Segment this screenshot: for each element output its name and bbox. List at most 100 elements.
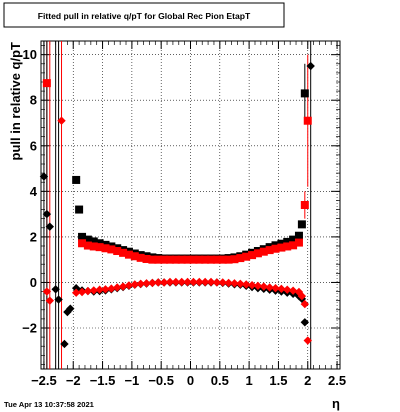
data-point-square: [259, 247, 268, 256]
data-point-square: [294, 238, 303, 247]
x-tick-label: −2.5: [31, 373, 57, 388]
data-point-diamond: [241, 280, 251, 289]
data-point-diamond: [89, 286, 98, 295]
data-point-diamond: [148, 278, 157, 288]
chart-title: Fitted pull in relative q/pT for Global …: [38, 11, 251, 21]
y-tick-label: 6: [30, 138, 37, 153]
data-point-square: [242, 252, 251, 261]
data-point-diamond: [101, 285, 110, 294]
data-point-square: [277, 243, 286, 252]
chart-title-box: Fitted pull in relative q/pT for Global …: [3, 2, 285, 28]
y-tick-labels: −2 0 2 4 6 8 10: [22, 47, 38, 335]
data-point-diamond: [39, 172, 49, 181]
data-point-square: [165, 255, 174, 264]
data-point-diamond: [71, 283, 81, 293]
data-point-square: [283, 242, 292, 251]
data-point-diamond: [300, 318, 310, 327]
data-point-diamond: [71, 288, 81, 297]
x-axis-label: η: [332, 396, 340, 411]
data-point-diamond: [54, 295, 63, 304]
data-point-square: [72, 175, 81, 184]
data-point-diamond: [195, 277, 204, 287]
x-tick-label: −1.5: [90, 373, 116, 388]
data-point-diamond: [253, 281, 263, 291]
data-point-diamond: [218, 278, 227, 287]
data-point-diamond: [66, 304, 75, 313]
data-point-diamond: [124, 281, 134, 290]
data-point-square: [253, 249, 262, 258]
data-point-square: [300, 89, 309, 98]
data-point-diamond: [165, 277, 175, 287]
data-point-diamond: [95, 285, 104, 294]
data-point-square: [189, 255, 198, 264]
data-point-square: [78, 239, 87, 248]
data-point-square: [83, 241, 92, 250]
data-point-diamond: [113, 283, 122, 292]
data-point-square: [300, 201, 309, 209]
data-point-square: [154, 255, 163, 264]
data-point-diamond: [247, 280, 257, 290]
y-tick-label: 4: [30, 184, 38, 199]
x-tick-label: 0: [187, 373, 194, 388]
data-point-square: [177, 255, 186, 264]
data-point-square: [218, 255, 227, 264]
data-point-diamond: [51, 285, 60, 294]
data-point-square: [294, 231, 303, 240]
data-point-diamond: [142, 279, 151, 288]
data-point-square: [89, 242, 98, 251]
data-point-square: [283, 237, 292, 246]
data-point-square: [160, 255, 169, 264]
data-point-square: [207, 255, 216, 264]
data-point-square: [136, 253, 145, 262]
data-point-square: [75, 205, 84, 214]
marker-layer: [39, 61, 315, 349]
data-point-diamond: [288, 286, 298, 295]
data-point-square: [101, 244, 110, 253]
data-point-diamond: [42, 209, 52, 219]
y-tick-label: 8: [30, 93, 37, 108]
data-point-square: [171, 255, 180, 264]
data-point-diamond: [306, 61, 315, 71]
data-point-diamond: [77, 287, 87, 297]
x-tick-labels: −2.5 −2 −1.5 −1 −0.5 0 0.5 1 1.5 2 2.5: [31, 373, 346, 388]
data-point-square: [142, 254, 151, 263]
data-point-square: [230, 255, 239, 264]
timestamp: Tue Apr 13 10:37:58 2021: [4, 400, 95, 409]
data-point-square: [289, 241, 298, 250]
x-tick-label: 0.5: [211, 373, 229, 388]
data-point-diamond: [283, 285, 292, 294]
data-point-square: [289, 235, 298, 244]
data-point-diamond: [212, 278, 222, 287]
data-point-square: [83, 235, 92, 244]
x-tick-label: −0.5: [148, 373, 174, 388]
data-point-diamond: [300, 299, 310, 309]
x-tick-label: −1: [124, 373, 139, 388]
data-point-diamond: [189, 277, 198, 287]
x-tick-label: −2: [66, 373, 81, 388]
plot-area: [39, 40, 341, 370]
y-tick-label: −2: [22, 321, 37, 336]
data-point-square: [271, 244, 280, 253]
data-point-diamond: [171, 277, 181, 287]
data-point-diamond: [271, 283, 280, 293]
y-tick-label: 0: [30, 275, 37, 290]
data-point-diamond: [200, 277, 210, 287]
data-point-diamond: [60, 339, 69, 349]
grid-layer: [41, 41, 340, 369]
data-point-square: [201, 255, 210, 264]
data-point-square: [297, 220, 306, 229]
data-point-diamond: [277, 284, 286, 294]
data-point-diamond: [42, 287, 52, 296]
x-tick-label: 2: [304, 373, 311, 388]
data-point-square: [113, 247, 122, 256]
data-point-diamond: [57, 116, 66, 125]
error-bar-layer: [43, 41, 312, 369]
y-axis-label: pull in relative q/pT: [8, 42, 23, 161]
data-point-diamond: [265, 283, 274, 292]
data-point-diamond: [183, 277, 192, 287]
data-point-square: [78, 232, 87, 241]
data-point-diamond: [259, 282, 268, 291]
data-point-diamond: [45, 222, 54, 231]
data-point-square: [42, 79, 51, 88]
